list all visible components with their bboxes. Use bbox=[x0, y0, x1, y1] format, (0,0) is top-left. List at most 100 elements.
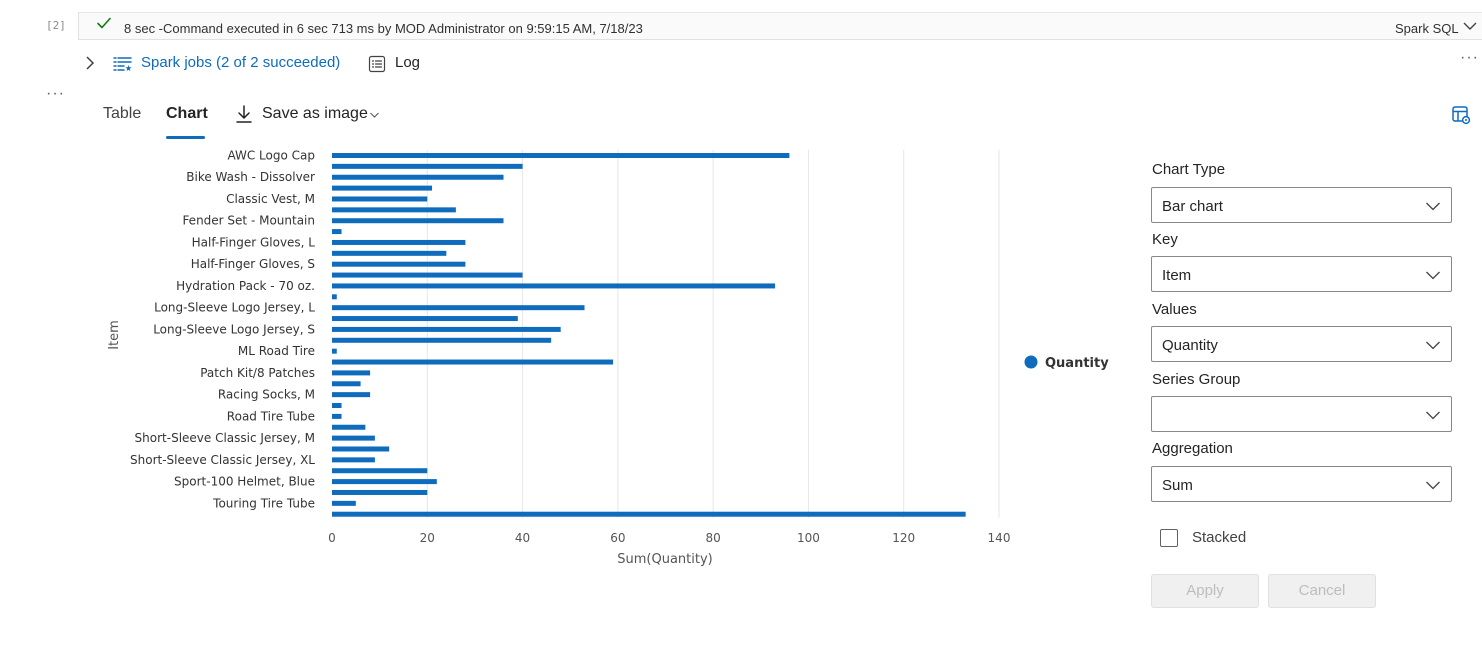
bar[interactable] bbox=[332, 457, 375, 463]
bar[interactable] bbox=[332, 479, 437, 485]
active-tab-indicator bbox=[166, 136, 205, 139]
x-tick-label: 120 bbox=[892, 531, 915, 545]
more-options-icon[interactable]: ··· bbox=[1460, 49, 1479, 66]
bar[interactable] bbox=[332, 403, 342, 409]
bar[interactable] bbox=[332, 359, 614, 365]
category-label: Long-Sleeve Logo Jersey, L bbox=[154, 301, 315, 315]
chart-bars bbox=[332, 153, 966, 517]
chevron-down-icon[interactable] bbox=[369, 110, 380, 120]
bar[interactable] bbox=[332, 337, 552, 343]
bar[interactable] bbox=[332, 435, 375, 441]
x-tick-label: 80 bbox=[706, 531, 721, 545]
bar[interactable] bbox=[332, 413, 342, 419]
bar[interactable] bbox=[332, 261, 466, 267]
chart-gridlines bbox=[426, 150, 1000, 518]
bar[interactable] bbox=[332, 511, 966, 517]
key-value: Item bbox=[1162, 267, 1192, 284]
category-label: Touring Tire Tube bbox=[212, 496, 315, 510]
category-label: Racing Socks, M bbox=[218, 388, 315, 402]
x-tick-label: 20 bbox=[420, 531, 435, 545]
category-label: ML Road Tire bbox=[238, 344, 315, 358]
cell-language-selector[interactable]: Spark SQL bbox=[1395, 21, 1459, 36]
bar[interactable] bbox=[332, 250, 447, 256]
bar[interactable] bbox=[332, 316, 518, 322]
category-label: Short-Sleeve Classic Jersey, M bbox=[135, 431, 315, 445]
bar[interactable] bbox=[332, 370, 371, 376]
category-label: Road Tire Tube bbox=[227, 409, 315, 423]
bar[interactable] bbox=[332, 294, 337, 300]
cancel-button[interactable]: Cancel bbox=[1268, 574, 1376, 608]
cell-status-bar bbox=[78, 12, 1482, 40]
x-tick-label: 100 bbox=[797, 531, 820, 545]
category-label: AWC Logo Cap bbox=[227, 149, 315, 163]
download-icon[interactable] bbox=[235, 104, 253, 124]
bar[interactable] bbox=[332, 153, 790, 158]
bar[interactable] bbox=[332, 348, 337, 354]
bar[interactable] bbox=[332, 239, 466, 245]
x-tick-label: 40 bbox=[515, 531, 530, 545]
bar[interactable] bbox=[332, 381, 361, 387]
category-label: Half-Finger Gloves, L bbox=[192, 235, 316, 249]
x-tick-label: 60 bbox=[610, 531, 625, 545]
chevron-down-icon bbox=[1426, 341, 1440, 350]
bar[interactable] bbox=[332, 392, 371, 398]
log-icon[interactable] bbox=[368, 55, 386, 73]
bar[interactable] bbox=[332, 185, 433, 191]
chevron-down-icon bbox=[1426, 202, 1440, 211]
category-label: Bike Wash - Dissolver bbox=[186, 170, 315, 184]
values-select[interactable]: Quantity bbox=[1151, 326, 1452, 362]
save-as-image-button[interactable]: Save as image bbox=[262, 105, 368, 122]
key-select[interactable]: Item bbox=[1151, 256, 1452, 292]
bar[interactable] bbox=[332, 218, 504, 224]
bar[interactable] bbox=[332, 207, 456, 213]
bar[interactable] bbox=[332, 305, 585, 311]
chevron-down-icon bbox=[1426, 481, 1440, 490]
aggregation-select[interactable]: Sum bbox=[1151, 466, 1452, 502]
chart-settings-icon[interactable] bbox=[1451, 105, 1471, 125]
bar[interactable] bbox=[332, 196, 428, 202]
bar[interactable] bbox=[332, 326, 561, 332]
apply-button[interactable]: Apply bbox=[1151, 574, 1259, 608]
legend-marker[interactable] bbox=[1024, 355, 1038, 369]
category-label: Fender Set - Mountain bbox=[182, 214, 315, 228]
tab-table[interactable]: Table bbox=[103, 105, 142, 122]
checkmark-icon bbox=[97, 17, 111, 29]
chart-category-labels: AWC Logo Cap Bike Wash - Dissolver Classic… bbox=[130, 149, 315, 511]
chevron-down-icon[interactable] bbox=[1462, 19, 1478, 33]
category-label: Hydration Pack - 70 oz. bbox=[176, 279, 315, 293]
execution-status-text: 8 sec -Command executed in 6 sec 713 ms … bbox=[124, 21, 643, 36]
bar[interactable] bbox=[332, 468, 428, 474]
bar[interactable] bbox=[332, 489, 428, 495]
chart-x-ticks: 0 20 40 60 80 100 120 140 bbox=[328, 531, 1010, 545]
bar[interactable] bbox=[332, 272, 523, 278]
chart-type-value: Bar chart bbox=[1162, 198, 1223, 215]
bar[interactable] bbox=[332, 446, 390, 452]
chevron-down-icon bbox=[1426, 411, 1440, 420]
log-button[interactable]: Log bbox=[395, 54, 421, 71]
legend-label[interactable]: Quantity bbox=[1045, 356, 1109, 371]
tab-chart[interactable]: Chart bbox=[166, 105, 208, 122]
y-axis-title: Item bbox=[107, 320, 122, 350]
bar[interactable] bbox=[332, 283, 776, 289]
key-label: Key bbox=[1152, 231, 1178, 248]
cell-more-options-icon[interactable]: ··· bbox=[46, 85, 65, 102]
chart-type-label: Chart Type bbox=[1152, 161, 1226, 178]
aggregation-label: Aggregation bbox=[1152, 440, 1233, 457]
category-label: Sport-100 Helmet, Blue bbox=[174, 475, 315, 489]
x-tick-label: 0 bbox=[328, 531, 336, 545]
bar[interactable] bbox=[332, 174, 504, 180]
bar[interactable] bbox=[332, 163, 523, 169]
category-label: Half-Finger Gloves, S bbox=[191, 257, 315, 271]
bar[interactable] bbox=[332, 500, 356, 506]
category-label: Patch Kit/8 Patches bbox=[200, 366, 315, 380]
chart-type-select[interactable]: Bar chart bbox=[1151, 187, 1452, 223]
chevron-right-icon[interactable] bbox=[83, 55, 97, 71]
values-value: Quantity bbox=[1162, 337, 1218, 354]
stacked-checkbox[interactable] bbox=[1160, 529, 1178, 547]
bar[interactable] bbox=[332, 229, 342, 235]
spark-jobs-link[interactable]: Spark jobs (2 of 2 succeeded) bbox=[141, 54, 341, 71]
series-group-select[interactable] bbox=[1151, 396, 1452, 432]
stacked-label[interactable]: Stacked bbox=[1192, 529, 1247, 546]
bar[interactable] bbox=[332, 424, 366, 430]
category-label: Classic Vest, M bbox=[226, 192, 315, 206]
